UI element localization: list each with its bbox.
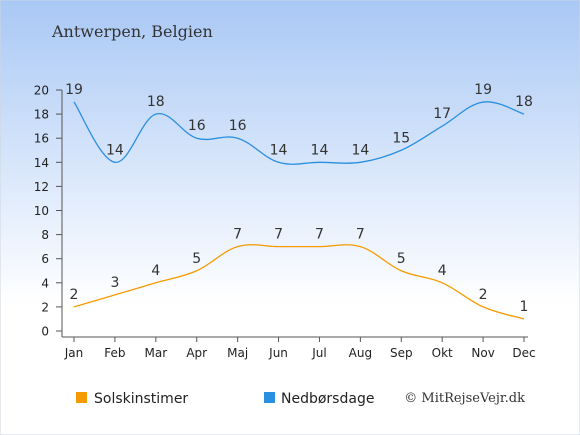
data-label-nedborsdage: 18 [147,94,165,110]
chart-title: Antwerpen, Belgien [51,22,213,41]
data-label-nedborsdage: 18 [515,94,533,110]
legend-swatch-nedborsdage [264,392,275,403]
x-tick-label: Jul [311,346,326,360]
data-label-nedborsdage: 14 [106,142,124,158]
data-label-solskinstimer: 2 [70,287,79,303]
data-label-solskinstimer: 3 [110,275,119,291]
data-label-solskinstimer: 1 [520,299,529,315]
x-tick-label: Sep [390,346,413,360]
x-tick-label: Aug [349,346,372,360]
y-tick-label: 18 [34,108,49,122]
series-layer: 2 3 4 5 7 7 7 7 5 4 2 1 19 14 18 16 16 14 14 14 15 17 19 18 [65,82,533,320]
data-label-solskinstimer: 5 [192,251,201,267]
y-tick-label: 12 [34,180,49,194]
data-label-nedborsdage: 16 [229,118,247,134]
x-tick-label: Jan [64,346,84,360]
x-tick-label: Dec [512,346,535,360]
data-label-solskinstimer: 7 [315,227,324,243]
data-label-nedborsdage: 17 [433,106,451,122]
data-label-solskinstimer: 4 [151,263,160,279]
x-tick-label: Maj [227,346,248,360]
x-tick-label: Apr [186,346,207,360]
data-label-solskinstimer: 2 [479,287,488,303]
legend-label-nedborsdage: Nedbørsdage [281,391,374,407]
y-tick-label: 10 [34,204,49,218]
legend: Solskinstimer Nedbørsdage [76,391,374,407]
y-tick-label: 4 [41,276,49,290]
data-label-solskinstimer: 7 [274,227,283,243]
x-tick-label: Jun [268,346,288,360]
x-tick-label: Nov [471,346,494,360]
data-label-nedborsdage: 19 [474,82,492,98]
x-tick-label: Mar [144,346,167,360]
y-tick-label: 16 [34,132,49,146]
y-tick-label: 20 [34,84,49,98]
data-label-solskinstimer: 7 [233,227,242,243]
y-tick-label: 0 [41,325,49,339]
data-label-nedborsdage: 15 [392,130,410,146]
y-tick-label: 14 [34,156,49,170]
data-label-solskinstimer: 5 [397,251,406,267]
data-label-nedborsdage: 16 [188,118,206,134]
data-label-solskinstimer: 4 [438,263,447,279]
x-tick-label: Feb [104,346,125,360]
data-label-nedborsdage: 19 [65,82,83,98]
data-label-nedborsdage: 14 [351,142,369,158]
series-line-solskinstimer [73,244,525,320]
y-tick-label: 6 [41,252,49,266]
y-tick-label: 2 [41,300,49,314]
x-tick-label: Okt [432,346,453,360]
data-label-nedborsdage: 14 [311,142,329,158]
data-label-nedborsdage: 14 [270,142,288,158]
legend-swatch-solskinstimer [76,392,87,403]
legend-label-solskinstimer: Solskinstimer [94,391,188,407]
y-tick-label: 8 [41,228,49,242]
data-label-solskinstimer: 7 [356,227,365,243]
series-line-nedborsdage [73,101,525,165]
credit-text: © MitRejseVejr.dk [404,391,525,406]
